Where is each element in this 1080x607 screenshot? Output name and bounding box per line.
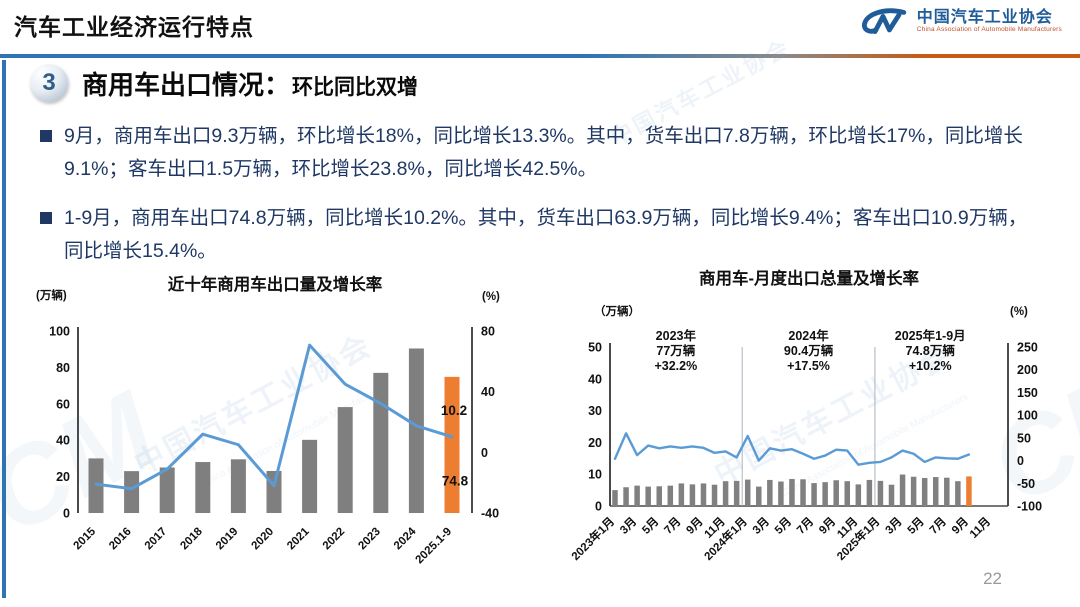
svg-text:5月: 5月 — [640, 515, 662, 537]
svg-text:2016: 2016 — [107, 526, 134, 553]
svg-text:150: 150 — [1017, 386, 1038, 400]
caam-logo-icon — [857, 6, 909, 38]
svg-text:7月: 7月 — [927, 515, 949, 537]
svg-text:-100: -100 — [1017, 500, 1042, 514]
bullet-text: 1-9月，商用车出口74.8万辆，同比增长10.2%。其中，货车出口63.9万辆… — [64, 207, 1028, 262]
svg-text:(%): (%) — [482, 291, 500, 303]
svg-text:10: 10 — [588, 468, 602, 482]
svg-text:90.4万辆: 90.4万辆 — [784, 343, 834, 358]
section-subtitle: 环比同比双增 — [292, 75, 419, 99]
bullet-square-icon — [40, 212, 52, 224]
svg-text:20: 20 — [588, 436, 602, 450]
caam-logo: 中国汽车工业协会 China Association of Automobile… — [857, 6, 1062, 38]
bullet-item: 1-9月，商用车出口74.8万辆，同比增长10.2%。其中，货车出口63.9万辆… — [40, 202, 1045, 268]
svg-text:10.2: 10.2 — [441, 403, 467, 418]
svg-text:0: 0 — [595, 500, 602, 514]
svg-text:(%): (%) — [1010, 306, 1028, 318]
svg-text:2024年: 2024年 — [788, 328, 829, 343]
svg-text:100: 100 — [49, 325, 70, 339]
header-divider — [0, 54, 1080, 58]
svg-text:2025.1-9: 2025.1-9 — [414, 526, 455, 567]
svg-text:2021: 2021 — [285, 525, 312, 552]
svg-text:0: 0 — [481, 446, 488, 460]
svg-text:60: 60 — [56, 397, 70, 411]
svg-text:40: 40 — [481, 385, 495, 399]
org-name-cn: 中国汽车工业协会 — [916, 9, 1053, 27]
svg-text:(万辆): (万辆) — [36, 288, 67, 302]
svg-text:5月: 5月 — [905, 515, 927, 537]
svg-text:0: 0 — [1017, 454, 1024, 468]
svg-text:7月: 7月 — [794, 515, 816, 537]
section-heading: 3 商用车出口情况：环比同比双增 — [30, 64, 418, 102]
svg-text:-50: -50 — [1017, 477, 1035, 491]
svg-text:100: 100 — [1017, 409, 1038, 423]
svg-text:3月: 3月 — [617, 515, 639, 537]
svg-text:2018: 2018 — [178, 525, 205, 552]
svg-text:2023年: 2023年 — [656, 328, 697, 343]
svg-text:2024: 2024 — [392, 525, 419, 552]
org-name-en: China Association of Automobile Manufact… — [916, 25, 1062, 33]
svg-text:77万辆: 77万辆 — [656, 343, 695, 358]
svg-text:2023年1月: 2023年1月 — [568, 514, 617, 563]
svg-text:近十年商用车出口量及增长率: 近十年商用车出口量及增长率 — [168, 274, 383, 294]
svg-text:200: 200 — [1017, 363, 1038, 377]
svg-text:（万辆）: （万辆） — [594, 304, 640, 318]
svg-text:2017: 2017 — [143, 526, 170, 553]
svg-text:+32.2%: +32.2% — [654, 359, 697, 373]
annual-export-chart: 近十年商用车出口量及增长率 (万辆) (%) 100 80 60 40 20 0 80 40 0 -40… — [36, 274, 500, 567]
svg-text:-40: -40 — [481, 507, 499, 521]
svg-text:3月: 3月 — [883, 515, 905, 537]
page-number: 22 — [983, 569, 1002, 588]
bullet-text: 9月，商用车出口9.3万辆，环比增长18%，同比增长13.3%。其中，货车出口7… — [64, 125, 1023, 180]
bullet-square-icon — [40, 130, 52, 142]
svg-text:50: 50 — [1017, 431, 1031, 445]
section-number-badge: 3 — [30, 64, 68, 102]
svg-text:0: 0 — [63, 507, 70, 521]
svg-text:2022: 2022 — [321, 526, 348, 553]
svg-text:40: 40 — [588, 372, 602, 386]
svg-text:80: 80 — [481, 325, 495, 339]
svg-text:2020: 2020 — [250, 526, 277, 553]
section-title: 商用车出口情况： — [82, 69, 291, 100]
svg-text:2023: 2023 — [356, 526, 383, 553]
svg-text:5月: 5月 — [772, 515, 794, 537]
caam-logo-text: 中国汽车工业协会 China Association of Automobile… — [916, 9, 1062, 34]
left-accent-bar — [2, 60, 6, 598]
page-title: 汽车工业经济运行特点 — [14, 14, 254, 40]
svg-text:商用车-月度出口总量及增长率: 商用车-月度出口总量及增长率 — [699, 268, 919, 288]
svg-text:50: 50 — [588, 341, 602, 355]
svg-text:7月: 7月 — [662, 515, 684, 537]
svg-text:+10.2%: +10.2% — [909, 359, 952, 373]
svg-text:+17.5%: +17.5% — [787, 359, 830, 373]
svg-text:80: 80 — [56, 361, 70, 375]
monthly-export-chart: 商用车-月度出口总量及增长率（万辆） (%)5040302010025020015… — [568, 268, 1042, 563]
svg-text:74.8: 74.8 — [442, 473, 469, 488]
svg-text:30: 30 — [588, 404, 602, 418]
svg-text:20: 20 — [56, 470, 70, 484]
svg-text:2015: 2015 — [72, 525, 99, 552]
svg-text:3月: 3月 — [750, 515, 772, 537]
svg-text:40: 40 — [56, 434, 70, 448]
svg-text:11月: 11月 — [967, 515, 993, 541]
bullet-item: 9月，商用车出口9.3万辆，环比增长18%，同比增长13.3%。其中，货车出口7… — [40, 120, 1045, 186]
svg-text:250: 250 — [1017, 341, 1038, 355]
svg-text:74.8万辆: 74.8万辆 — [906, 343, 956, 358]
svg-text:2025年1-9月: 2025年1-9月 — [895, 328, 966, 343]
svg-text:2019: 2019 — [214, 526, 241, 553]
